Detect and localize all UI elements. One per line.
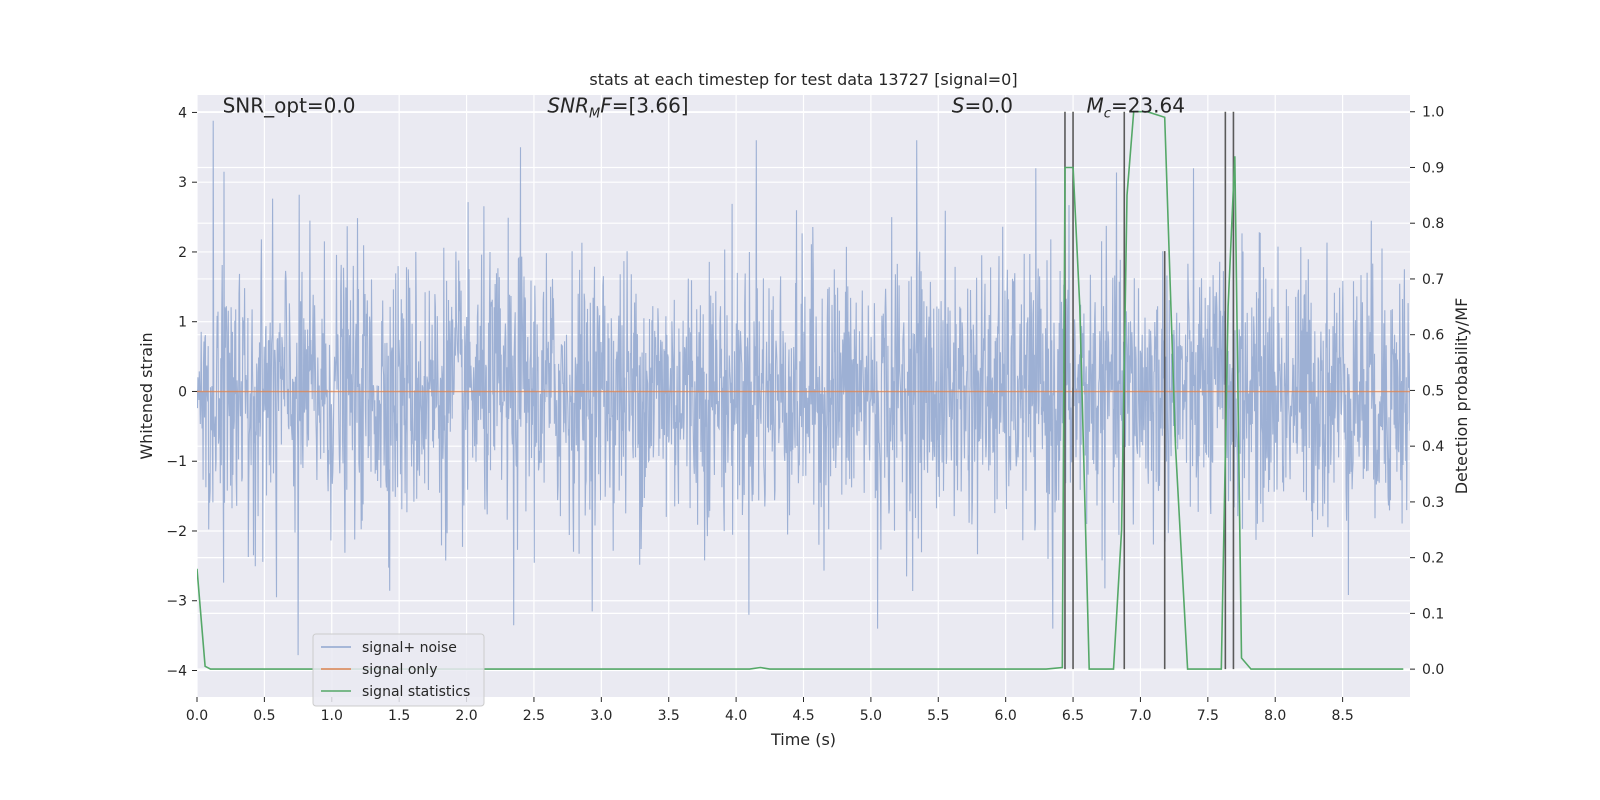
x-tick-label: 5.0 [860,708,882,724]
legend-label: signal statistics [362,684,470,700]
y-right-tick-label: 0.4 [1422,439,1444,455]
annotation-snr-mf: SNRMF=[3.66] [547,93,688,121]
x-tick-label: 4.0 [725,708,747,724]
x-tick-label: 6.5 [1062,708,1084,724]
y-left-tick-label: 1 [178,315,187,331]
y-right-tick-label: 0.5 [1422,383,1444,399]
x-tick-label: 4.5 [792,708,814,724]
y-left-tick-label: −1 [166,454,187,470]
y-right-tick-label: 0.8 [1422,216,1444,232]
x-tick-label: 0.0 [186,708,208,724]
x-tick-label: 6.0 [995,708,1017,724]
legend-box [312,633,485,707]
series-signal-noise-line [197,120,1410,656]
annotation-s: S=0.0 [952,93,1013,117]
x-tick-label: 3.0 [590,708,612,724]
x-tick-label: 2.0 [455,708,477,724]
x-tick-label: 0.5 [253,708,275,724]
x-tick-label: 7.0 [1129,708,1151,724]
plot-area [196,95,1410,697]
y-left-tick-label: −2 [166,524,187,540]
plot-content [197,110,1410,670]
y-right-tick-label: 1.0 [1422,105,1444,121]
axes: 0.0 0.5 1.0 1.5 2.0 2.5 3.0 3.5 4.0 4.5 5.0 5.5 6.0 6… [166,105,1444,724]
legend: signal+ noise signal only signal statistic… [312,633,485,707]
y-left-tick-label: −3 [166,594,187,610]
x-tick-label: 8.0 [1264,708,1286,724]
chart-title: stats at each timestep for test data 137… [589,70,1017,89]
legend-label: signal only [362,662,437,678]
y-right-tick-label: 0.2 [1422,551,1444,567]
x-tick-label: 1.0 [321,708,343,724]
y-right-tick-label: 0.3 [1422,495,1444,511]
series-signal-statistics-line [197,110,1404,670]
x-tick-label: 2.5 [523,708,545,724]
annotations: SNR_opt=0.0 SNRMF=[3.66] S=0.0 Mc=23.64 [223,93,1185,121]
y-axis-right-label: Detection probability/MF [1452,298,1471,495]
x-tick-label: 5.5 [927,708,949,724]
y-right-tick-label: 0.0 [1422,662,1444,678]
x-tick-label: 7.5 [1197,708,1219,724]
x-axis-label: Time (s) [770,730,836,749]
y-left-tick-label: 3 [178,175,187,191]
y-left-tick-label: 0 [178,384,187,400]
y-axis-left-label: Whitened strain [137,332,156,459]
y-left-tick-label: −4 [166,663,187,679]
annotation-mc: Mc=23.64 [1087,93,1185,121]
legend-label: signal+ noise [362,640,457,656]
x-tick-label: 1.5 [388,708,410,724]
y-right-tick-label: 0.7 [1422,272,1444,288]
y-right-tick-label: 0.6 [1422,328,1444,344]
annotation-snr-opt: SNR_opt=0.0 [223,93,356,117]
x-tick-label: 3.5 [658,708,680,724]
y-left-tick-label: 4 [178,105,187,121]
y-left-tick-label: 2 [178,245,187,261]
y-right-tick-label: 0.1 [1422,606,1444,622]
y-right-tick-label: 0.9 [1422,160,1444,176]
x-tick-label: 8.5 [1331,708,1353,724]
